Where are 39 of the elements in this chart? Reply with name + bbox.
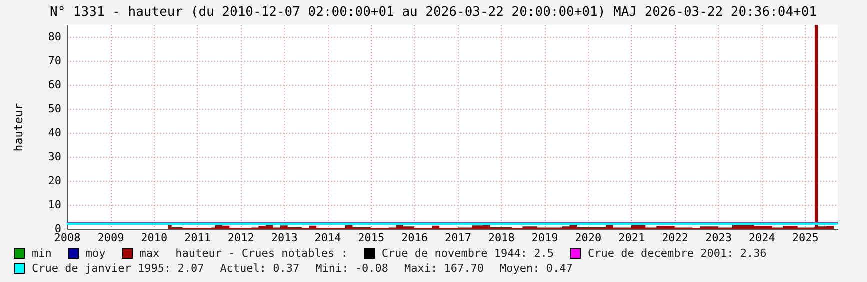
legend-label: Crue de janvier 1995: 2.07 [32,261,204,276]
x-tick-label: 2025 [792,232,819,244]
legend-label: max [140,246,160,261]
x-tick-label: 2024 [748,232,776,244]
legend-label: min [32,246,52,261]
x-tick-label: 2008 [54,232,81,244]
text: Actuel: 0.37 [220,261,300,276]
legend-label: Crue de novembre 1944: 2.5 [382,246,554,261]
x-tick-label: 2016 [402,232,428,244]
x-tick-label: 2012 [228,232,254,244]
x-tick-label: 2011 [184,232,212,244]
x-tick-label: 2023 [705,232,732,244]
text: hauteur - Crues notables : [176,246,348,261]
x-tick-label: 2021 [618,232,646,244]
x-tick-label: 2009 [98,232,124,244]
y-tick-label: 30 [48,150,62,164]
x-tick-label: 2015 [358,232,385,244]
text: Moyen: 0.47 [500,261,573,276]
y-tick-label: 40 [48,126,62,140]
x-tick-label: 2019 [532,232,558,244]
y-tick-label: 20 [48,174,62,188]
text: Maxi: 167.70 [404,261,484,276]
x-tick-label: 2010 [141,232,168,244]
y-tick-label: 80 [48,30,62,44]
x-tick-label: 2014 [314,232,342,244]
x-tick-label: 2013 [271,232,298,244]
x-tick-label: 2020 [575,232,602,244]
y-axis-title: hauteur [11,103,26,152]
legend-label: moy [86,246,106,261]
x-tick-label: 2022 [662,232,689,244]
y-tick-label: 50 [48,102,62,116]
x-tick-label: 2017 [445,232,472,244]
legend-label: Crue de decembre 2001: 2.36 [588,246,767,261]
y-tick-label: 60 [48,78,62,92]
y-tick-label: 70 [48,54,62,68]
x-tick-label: 2018 [488,232,515,244]
chart-title: N° 1331 - hauteur (du 2010-12-07 02:00:00+01 au 2026-03-22 20:00:00+01) MAJ 2026-03-22 20:36:04+01 [50,5,818,20]
text: Mini: -0.08 [316,261,389,276]
y-tick-label: 10 [48,198,62,212]
